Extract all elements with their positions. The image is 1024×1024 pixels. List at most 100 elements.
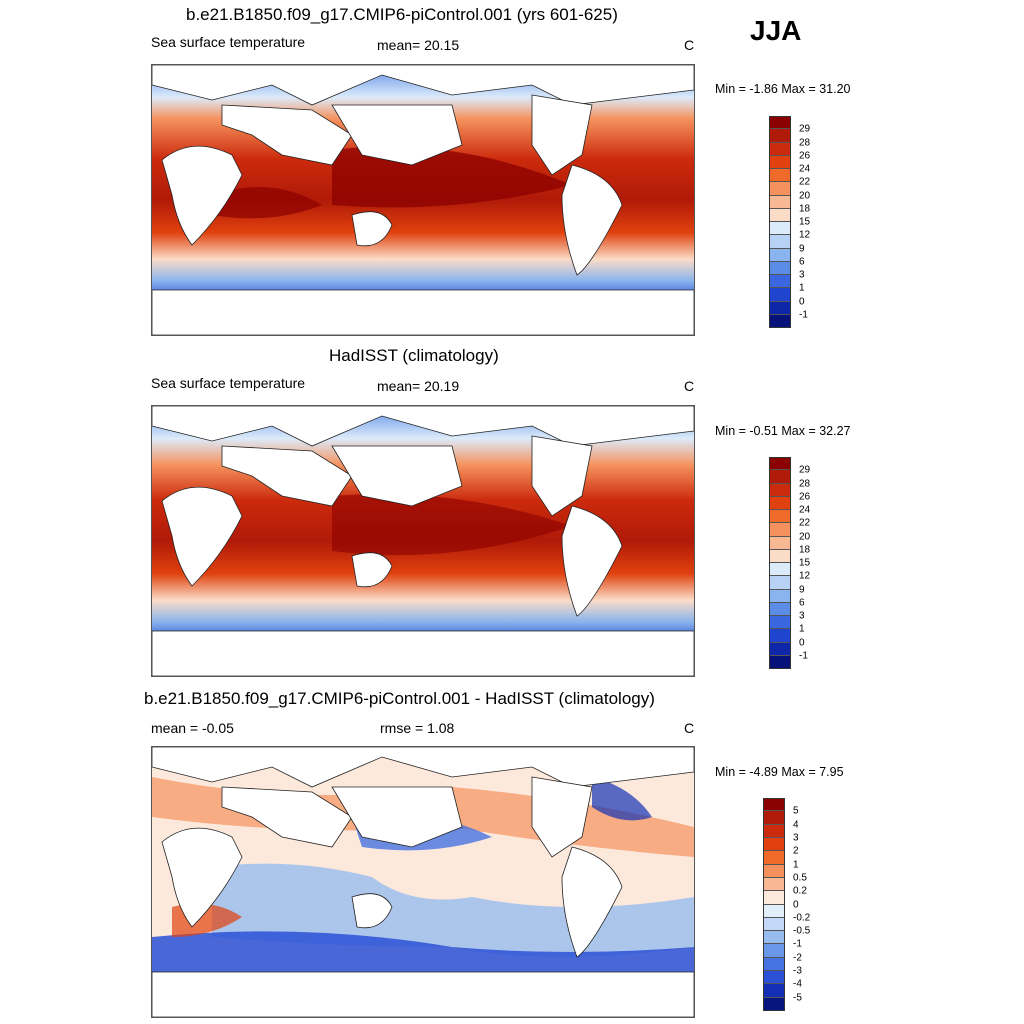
panel-2-colorbar-swatch [769, 483, 791, 497]
panel-1-colorbar-swatch [769, 116, 791, 130]
panel-2-units-label: C [684, 378, 695, 394]
panel-3-colorbar-label: -0.2 [793, 912, 811, 924]
panel-2-variable-label: Sea surface temperature [151, 375, 306, 391]
panel-1-colorbar-label: -1 [799, 309, 808, 321]
panel-2-colorbar-label: 12 [799, 570, 811, 582]
panel-2-colorbar-swatch [769, 549, 791, 563]
panel-1-minmax: Min = -1.86 Max = 31.20 [715, 82, 851, 96]
panel-3-colorbar-swatch [763, 851, 785, 865]
panel-1-colorbar-label: 28 [799, 137, 811, 148]
panel-3-colorbar-label: 5 [793, 805, 799, 817]
panel-3-colorbar-label: 4 [793, 819, 799, 831]
panel-3-colorbar-label: -5 [793, 992, 802, 1004]
panel-2-colorbar-label: 15 [799, 557, 811, 569]
panel-1-colorbar-label: 18 [799, 203, 811, 215]
panel-3-colorbar-label: 0 [793, 899, 799, 910]
panel-3-colorbar-swatch [763, 931, 785, 945]
panel-2-colorbar-label: 1 [799, 623, 805, 635]
panel-2-colorbar-label: 28 [799, 478, 811, 489]
panel-2-colorbar-swatch [769, 496, 791, 510]
panel-1-map [151, 64, 695, 336]
panel-2-colorbar-label: 20 [799, 531, 811, 542]
panel-3-colorbar-swatch [763, 944, 785, 958]
panel-1-colorbar-label: 6 [799, 256, 805, 268]
panel-3-units-label: C [684, 720, 695, 736]
panel-2-colorbar-label: 29 [799, 464, 811, 476]
panel-1-colorbar-frame [769, 116, 791, 328]
panel-3-colorbar-label: 0.5 [793, 872, 807, 884]
panel-3-colorbar: 5 4 3 2 1 0.5 0.2 0 -0.2 -0.5 -1 -2 -3 -4 -5 [763, 798, 833, 1011]
panel-1-colorbar-label: 1 [799, 282, 805, 294]
panel-2-colorbar-frame [769, 457, 791, 669]
panel-3-colorbar-swatch [763, 798, 785, 812]
panel-2-title: HadISST (climatology) [329, 346, 499, 365]
panel-3-colorbar-label: -4 [793, 978, 802, 990]
panel-2-colorbar-label: 9 [799, 584, 805, 595]
panel-1-colorbar-swatch [769, 169, 791, 183]
panel-3-colorbar-swatch [763, 891, 785, 905]
panel-1-colorbar-swatch [769, 208, 791, 222]
panel-3-colorbar-swatch [763, 917, 785, 932]
panel-2-colorbar-swatch [769, 470, 791, 484]
panel-1-colorbar-swatch [769, 195, 791, 209]
panel-3-colorbar-swatch [763, 971, 785, 985]
panel-3-colorbar-label: 0.2 [793, 885, 807, 897]
panel-2-colorbar-swatch [769, 589, 791, 603]
panel-3-map-graphic [152, 747, 694, 1017]
panel-1-colorbar-swatch [769, 275, 791, 289]
panel-3-colorbar-label: -1 [793, 938, 802, 950]
panel-1-colorbar-label: 22 [799, 176, 811, 188]
panel-2-map-graphic [152, 406, 694, 676]
panel-3-colorbar-label: -0.5 [793, 925, 811, 937]
panel-3-colorbar-swatch [763, 824, 785, 838]
panel-1-colorbar-label: 12 [799, 229, 811, 241]
panel-2-colorbar-label: 3 [799, 610, 805, 622]
panel-3-map [151, 746, 695, 1018]
panel-1-colorbar-label: 3 [799, 269, 805, 281]
panel-1-map-graphic [152, 65, 694, 335]
panel-1-colorbar-swatch [769, 182, 791, 196]
panel-2-colorbar-swatch [769, 602, 791, 616]
panel-2-colorbar-label: 6 [799, 597, 805, 609]
panel-3-title: b.e21.B1850.f09_g17.CMIP6-piControl.001 … [144, 689, 655, 708]
panel-1-colorbar-label: 24 [799, 163, 811, 175]
panel-3-colorbar-swatch [763, 837, 785, 852]
panel-2-colorbar-swatch [769, 510, 791, 524]
season-label: JJA [750, 15, 802, 46]
panel-1-colorbar-swatch [769, 288, 791, 302]
panel-2-colorbar-label: 18 [799, 544, 811, 556]
panel-2-colorbar-label: 24 [799, 504, 811, 516]
panel-1-colorbar-label: 29 [799, 123, 811, 135]
panel-1-colorbar-label: 9 [799, 243, 805, 254]
panel-3-minmax: Min = -4.89 Max = 7.95 [715, 765, 844, 779]
panel-2-colorbar-swatch [769, 576, 791, 590]
panel-1-colorbar-swatch [769, 222, 791, 236]
panel-1-colorbar-swatch [769, 142, 791, 156]
panel-1-colorbar-swatch [769, 155, 791, 169]
panel-1-colorbar-label: 0 [799, 296, 805, 307]
panel-2-mean-label: mean= 20.19 [377, 378, 460, 394]
panel-1-title: b.e21.B1850.f09_g17.CMIP6-piControl.001 … [186, 5, 618, 24]
panel-3-colorbar-label: 1 [793, 859, 799, 871]
panel-1-colorbar: 29 28 26 24 22 20 18 15 12 9 6 3 1 0 -1 [769, 116, 829, 328]
panel-2-colorbar-label: -1 [799, 650, 808, 662]
panel-1-colorbar-swatch [769, 235, 791, 249]
panel-1-colorbar-label: 20 [799, 190, 811, 201]
panel-3-colorbar-label: 2 [793, 845, 799, 857]
panel-2-minmax: Min = -0.51 Max = 32.27 [715, 424, 851, 438]
panel-2-colorbar-swatch [769, 457, 791, 471]
panel-3-colorbar-swatch [763, 904, 785, 918]
panel-2-colorbar-swatch [769, 523, 791, 537]
panel-2-colorbar-swatch [769, 563, 791, 577]
panel-2-colorbar-swatch [769, 642, 791, 656]
panel-3-colorbar-swatch [763, 984, 785, 998]
panel-1-colorbar-swatch [769, 129, 791, 143]
panel-3-rmse-label: rmse = 1.08 [380, 720, 455, 736]
panel-2-colorbar-label: 0 [799, 637, 805, 648]
panel-1-colorbar-swatch [769, 301, 791, 315]
panel-1-units-label: C [684, 37, 695, 53]
panel-3-colorbar-label: 3 [793, 832, 799, 844]
panel-2-colorbar-swatch [769, 536, 791, 550]
panel-3-colorbar-swatch [763, 957, 785, 972]
panel-3-colorbar-swatch [763, 864, 785, 878]
